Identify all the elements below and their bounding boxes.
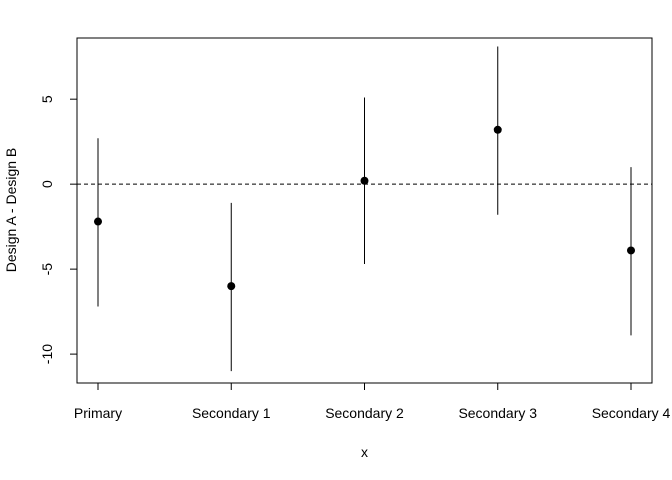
data-point-3 [493, 125, 502, 134]
x-tick-label-4: Secondary 4 [592, 405, 671, 421]
y-tick-label-0: -10 [39, 344, 55, 364]
x-axis-label: x [361, 444, 368, 460]
data-marks [94, 46, 635, 372]
y-tick-label-2: 0 [39, 180, 55, 188]
x-tick-label-3: Secondary 3 [458, 405, 537, 421]
data-point-1 [227, 282, 236, 291]
data-point-2 [360, 176, 369, 185]
data-point-0 [94, 217, 102, 226]
y-axis: -10 -5 0 5 [39, 95, 78, 364]
x-axis: Primary Secondary 1 Secondary 2 Secondary 3… [74, 382, 671, 421]
x-tick-label-0: Primary [74, 405, 122, 421]
data-point-4 [627, 246, 635, 255]
x-tick-label-2: Secondary 2 [325, 405, 404, 421]
y-tick-label-3: 5 [39, 95, 55, 103]
x-tick-label-1: Secondary 1 [192, 405, 271, 421]
y-axis-label: Design A - Design B [3, 148, 19, 273]
y-tick-label-1: -5 [39, 263, 55, 276]
